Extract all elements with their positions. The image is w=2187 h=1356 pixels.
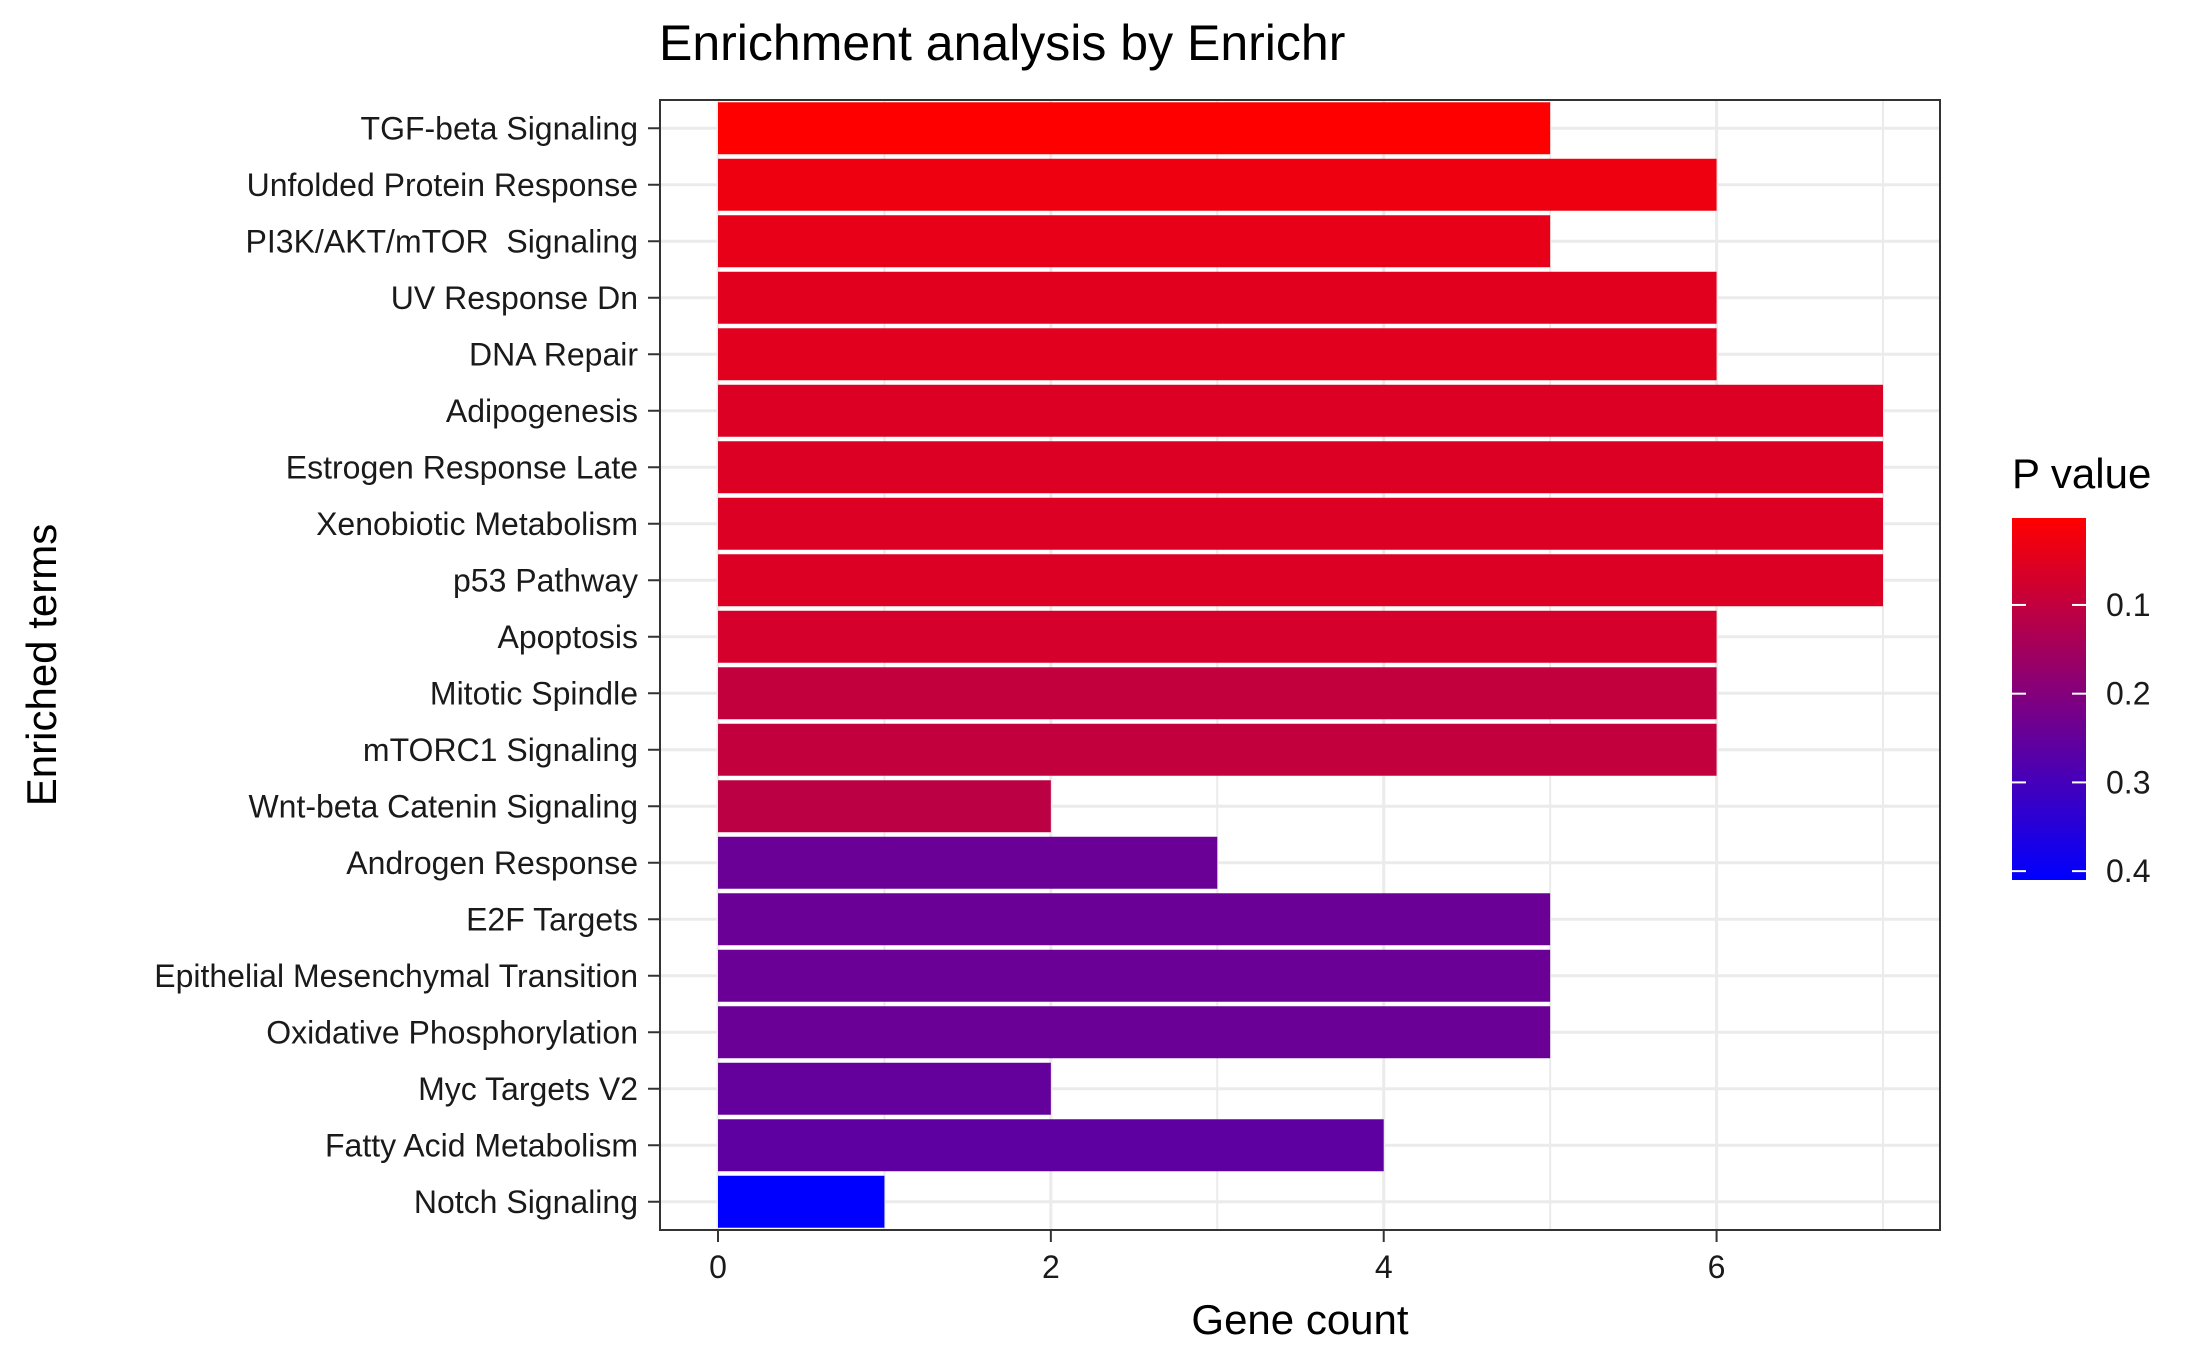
y-axis-label: Enriched terms [18,524,65,806]
y-tick-label: UV Response Dn [391,280,638,316]
bar [718,1062,1051,1115]
bar [718,610,1717,663]
bar [718,780,1051,833]
y-tick-label: Notch Signaling [414,1184,638,1220]
y-tick-label: mTORC1 Signaling [363,732,638,768]
y-axis: TGF-beta Signaling Unfolded Protein Respo… [154,110,660,1220]
y-tick-label: Epithelial Mesenchymal Transition [154,958,638,994]
legend-tick-label: 0.3 [2106,764,2150,800]
y-tick-label: Mitotic Spindle [430,675,638,711]
bars-layer [718,102,1883,1228]
bar [718,667,1717,720]
bar [718,836,1218,889]
y-tick-label: Xenobiotic Metabolism [316,506,638,542]
legend-colorbar [2012,518,2086,880]
y-tick-label: TGF-beta Signaling [361,110,638,146]
x-tick-label: 0 [709,1249,727,1285]
y-tick-label: Adipogenesis [446,393,638,429]
y-tick-label: E2F Targets [466,901,638,937]
x-axis: 0 2 4 6 [709,1230,1725,1285]
bar [718,1175,885,1228]
x-tick-label: 2 [1042,1249,1060,1285]
y-tick-label: Wnt-beta Catenin Signaling [248,788,638,824]
grid-layer [660,100,1940,1230]
bar [718,441,1883,494]
legend-tick-label: 0.4 [2106,853,2150,889]
legend-tick-label: 0.1 [2106,587,2150,623]
y-tick-label: Unfolded Protein Response [247,167,638,203]
legend-title: P value [2012,450,2151,497]
color-legend: P value 0.1 0.2 0.3 0.4 [2012,450,2151,889]
x-tick-label: 4 [1375,1249,1393,1285]
bar [718,384,1883,437]
bar [718,158,1717,211]
panel-border [659,99,1941,1231]
bar [718,949,1551,1002]
y-tick-label: DNA Repair [469,336,638,372]
bar [718,554,1883,607]
bar [718,271,1717,324]
bar [718,723,1717,776]
y-tick-label: Fatty Acid Metabolism [325,1127,638,1163]
y-tick-label: Oxidative Phosphorylation [266,1014,638,1050]
chart-title: Enrichment analysis by Enrichr [659,15,1345,71]
legend-tick-label: 0.2 [2106,676,2150,712]
bar [718,215,1551,268]
legend-ticks: 0.1 0.2 0.3 0.4 [2012,587,2150,889]
x-tick-label: 6 [1708,1249,1726,1285]
bar [718,102,1551,155]
bar [718,1006,1551,1059]
y-tick-label: Androgen Response [346,845,638,881]
y-tick-label: p53 Pathway [453,562,638,598]
y-tick-label: Myc Targets V2 [418,1071,638,1107]
bar [718,328,1717,381]
bar [718,1119,1384,1172]
x-axis-label: Gene count [1191,1296,1408,1343]
y-tick-label: Apoptosis [497,619,638,655]
bar [718,893,1551,946]
bar [718,497,1883,550]
y-tick-label: Estrogen Response Late [286,449,638,485]
y-tick-label: PI3K/AKT/mTOR Signaling [246,223,638,259]
